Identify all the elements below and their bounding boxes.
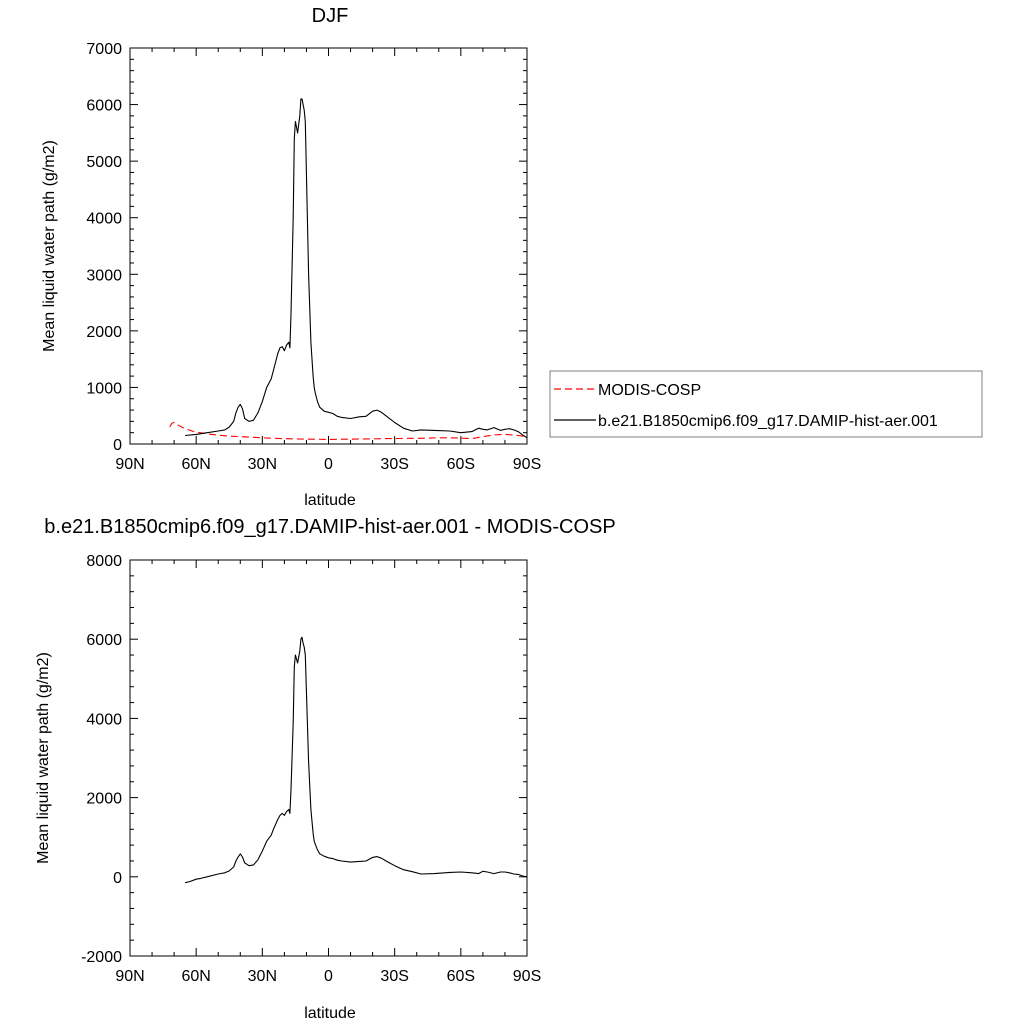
bottom-panel: b.e21.B1850cmip6.f09_g17.DAMIP-hist-aer.… (35, 516, 616, 1022)
x-tick-label: 30N (248, 968, 277, 985)
x-tick-label: 30S (380, 456, 408, 473)
bottom-panel-ticks (129, 559, 528, 957)
legend-label-model: b.e21.B1850cmip6.f09_g17.DAMIP-hist-aer.… (598, 413, 938, 430)
top-panel-y-axis-label: Mean liquid water path (g/m2) (41, 140, 58, 352)
x-tick-label: 90S (513, 456, 541, 473)
y-tick-label: 0 (113, 437, 122, 454)
bottom-panel-title: b.e21.B1850cmip6.f09_g17.DAMIP-hist-aer.… (44, 516, 615, 538)
bottom-panel-x-tick-labels: 90N 60N 30N 0 30S 60S 90S (115, 968, 541, 985)
bottom-panel-series-line-0 (184, 636, 528, 884)
x-tick-label: 90N (115, 968, 144, 985)
bottom-panel-series (184, 636, 528, 884)
x-tick-label: 90S (513, 968, 541, 985)
y-tick-label: 6000 (86, 98, 122, 115)
top-panel-series-line-1 (185, 98, 528, 439)
top-panel-series-line-0 (169, 421, 528, 441)
y-tick-label: -2000 (81, 949, 122, 966)
bottom-panel-y-axis-label: Mean liquid water path (g/m2) (35, 652, 52, 864)
x-tick-label: 0 (324, 456, 333, 473)
bottom-panel-y-tick-labels: -2000 0 2000 4000 6000 8000 (81, 553, 122, 966)
legend-box (549, 370, 983, 438)
top-panel: DJF 90N 60N 30N 0 30S 60S 90S 0 1000 2000 3000 400… (41, 5, 541, 509)
x-tick-label: 30N (248, 456, 277, 473)
y-tick-label: 0 (113, 870, 122, 887)
y-tick-label: 3000 (86, 267, 122, 284)
y-tick-label: 6000 (86, 632, 122, 649)
top-panel-x-axis-label: latitude (304, 492, 356, 509)
y-tick-label: 7000 (86, 41, 122, 58)
x-tick-label: 60S (447, 968, 475, 985)
bottom-panel-x-axis-label: latitude (304, 1005, 356, 1022)
top-panel-title: DJF (312, 5, 349, 27)
legend-label-modis-cosp: MODIS-COSP (598, 382, 701, 399)
x-tick-label: 30S (380, 968, 408, 985)
y-tick-label: 2000 (86, 324, 122, 341)
y-tick-label: 4000 (86, 711, 122, 728)
x-tick-label: 0 (324, 968, 333, 985)
x-tick-label: 90N (115, 456, 144, 473)
legend: MODIS-COSP b.e21.B1850cmip6.f09_g17.DAMI… (549, 370, 983, 438)
x-tick-label: 60S (447, 456, 475, 473)
top-panel-x-tick-labels: 90N 60N 30N 0 30S 60S 90S (115, 456, 541, 473)
top-panel-y-tick-labels: 0 1000 2000 3000 4000 5000 6000 7000 (86, 41, 122, 454)
y-tick-label: 8000 (86, 553, 122, 570)
top-panel-ticks (129, 47, 528, 445)
y-tick-label: 2000 (86, 791, 122, 808)
top-panel-series (169, 98, 528, 441)
y-tick-label: 1000 (86, 380, 122, 397)
y-tick-label: 4000 (86, 211, 122, 228)
y-tick-label: 5000 (86, 154, 122, 171)
x-tick-label: 60N (181, 968, 210, 985)
x-tick-label: 60N (181, 456, 210, 473)
